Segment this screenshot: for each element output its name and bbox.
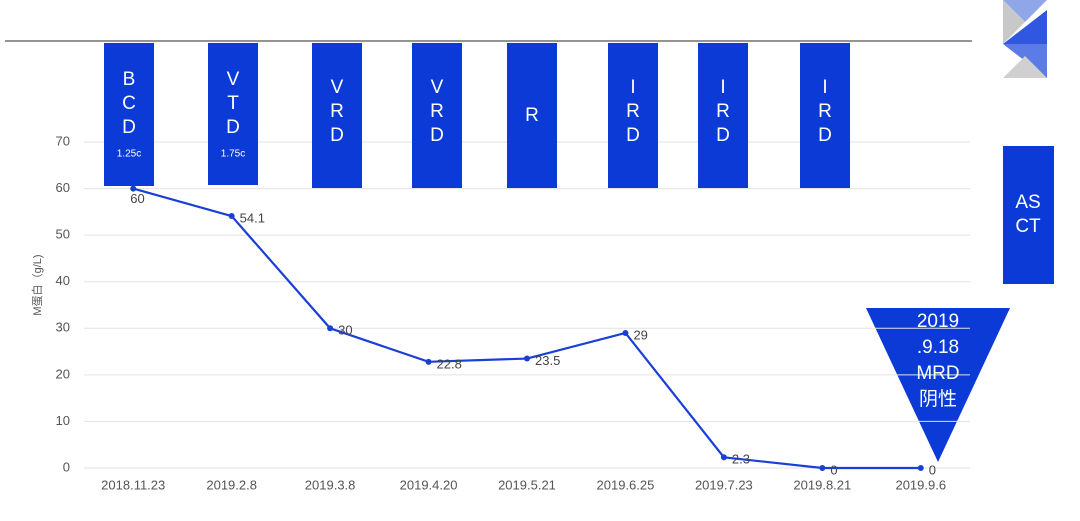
logo xyxy=(1003,0,1047,78)
asct-box xyxy=(1003,146,1054,284)
regimen-letter: D xyxy=(122,117,136,138)
data-point xyxy=(720,454,727,461)
regimen-dose: 1.75c xyxy=(221,149,245,160)
regimen-letter: D xyxy=(430,125,444,146)
x-tick-label: 2019.9.6 xyxy=(895,477,946,492)
y-tick-label: 10 xyxy=(56,413,70,428)
regimen-box xyxy=(608,43,658,188)
data-point xyxy=(524,355,530,362)
data-point xyxy=(228,213,235,220)
mrd-text: 阴性 xyxy=(919,388,957,410)
regimen-letter: R xyxy=(330,101,344,122)
regimen-box xyxy=(507,43,557,188)
regimen-box xyxy=(312,43,362,188)
regimen-letter: R xyxy=(626,101,640,122)
value-label: 0 xyxy=(830,462,837,477)
regimen-letter: B xyxy=(123,69,136,90)
mrd-text: MRD xyxy=(916,363,959,384)
regimen-letter: D xyxy=(626,125,640,146)
value-label: 22.8 xyxy=(437,356,462,371)
asct-text: AS xyxy=(1015,192,1040,213)
y-tick-label: 50 xyxy=(56,227,70,242)
regimen-letter: D xyxy=(716,125,730,146)
mrd-text: .9.18 xyxy=(917,337,959,358)
regimen-letter: I xyxy=(720,77,725,98)
y-tick-label: 0 xyxy=(63,459,70,474)
data-point xyxy=(622,329,629,336)
value-label: 60 xyxy=(130,191,144,206)
data-point xyxy=(327,325,334,332)
data-point xyxy=(130,185,137,192)
value-label: 0 xyxy=(929,462,936,477)
x-tick-label: 2019.7.23 xyxy=(695,477,753,492)
y-tick-label: 60 xyxy=(56,180,70,195)
x-tick-label: 2019.8.21 xyxy=(793,477,851,492)
regimen-letter: R xyxy=(430,101,444,122)
y-axis-label: M蛋白（g/L) xyxy=(30,254,44,315)
data-point xyxy=(425,358,432,365)
regimen-letter: C xyxy=(122,93,136,114)
value-label: 23.5 xyxy=(535,353,560,368)
regimen-dose: 1.25c xyxy=(117,149,141,160)
regimen-letter: R xyxy=(716,101,730,122)
value-label: 29 xyxy=(633,327,647,342)
regimen-letter: D xyxy=(330,125,344,146)
value-label: 30 xyxy=(338,323,352,338)
asct-text: CT xyxy=(1015,216,1041,237)
x-tick-label: 2019.4.20 xyxy=(400,477,458,492)
x-tick-label: 2019.2.8 xyxy=(206,477,257,492)
x-tick-label: 2019.3.8 xyxy=(305,477,356,492)
regimen-letter: D xyxy=(818,125,832,146)
mrd-triangle xyxy=(866,308,1010,462)
regimen-box xyxy=(698,43,748,188)
x-tick-label: 2018.11.23 xyxy=(101,477,165,492)
regimen-box xyxy=(800,43,850,188)
regimen-letter: I xyxy=(630,77,635,98)
regimen-letter: I xyxy=(822,77,827,98)
value-label: 2.3 xyxy=(732,452,750,467)
value-label: 54.1 xyxy=(240,210,265,225)
data-point xyxy=(917,465,924,471)
mrd-text: 2019 xyxy=(917,311,959,332)
regimen-box xyxy=(208,43,258,185)
x-tick-label: 2019.6.25 xyxy=(597,477,655,492)
y-tick-label: 20 xyxy=(56,366,70,381)
regimen-letter: R xyxy=(818,101,832,122)
regimen-letter: D xyxy=(226,117,240,138)
regimen-letter: V xyxy=(331,77,344,98)
data-point xyxy=(819,465,826,471)
y-tick-label: 30 xyxy=(56,320,70,335)
y-tick-label: 70 xyxy=(56,133,70,148)
regimen-letter: V xyxy=(431,77,444,98)
y-tick-label: 40 xyxy=(56,273,70,288)
regimen-box xyxy=(104,43,154,186)
regimen-letter: T xyxy=(227,93,239,114)
regimen-letter: R xyxy=(525,105,539,126)
x-tick-label: 2019.5.21 xyxy=(498,477,556,492)
regimen-letter: V xyxy=(227,69,240,90)
regimen-box xyxy=(412,43,462,188)
